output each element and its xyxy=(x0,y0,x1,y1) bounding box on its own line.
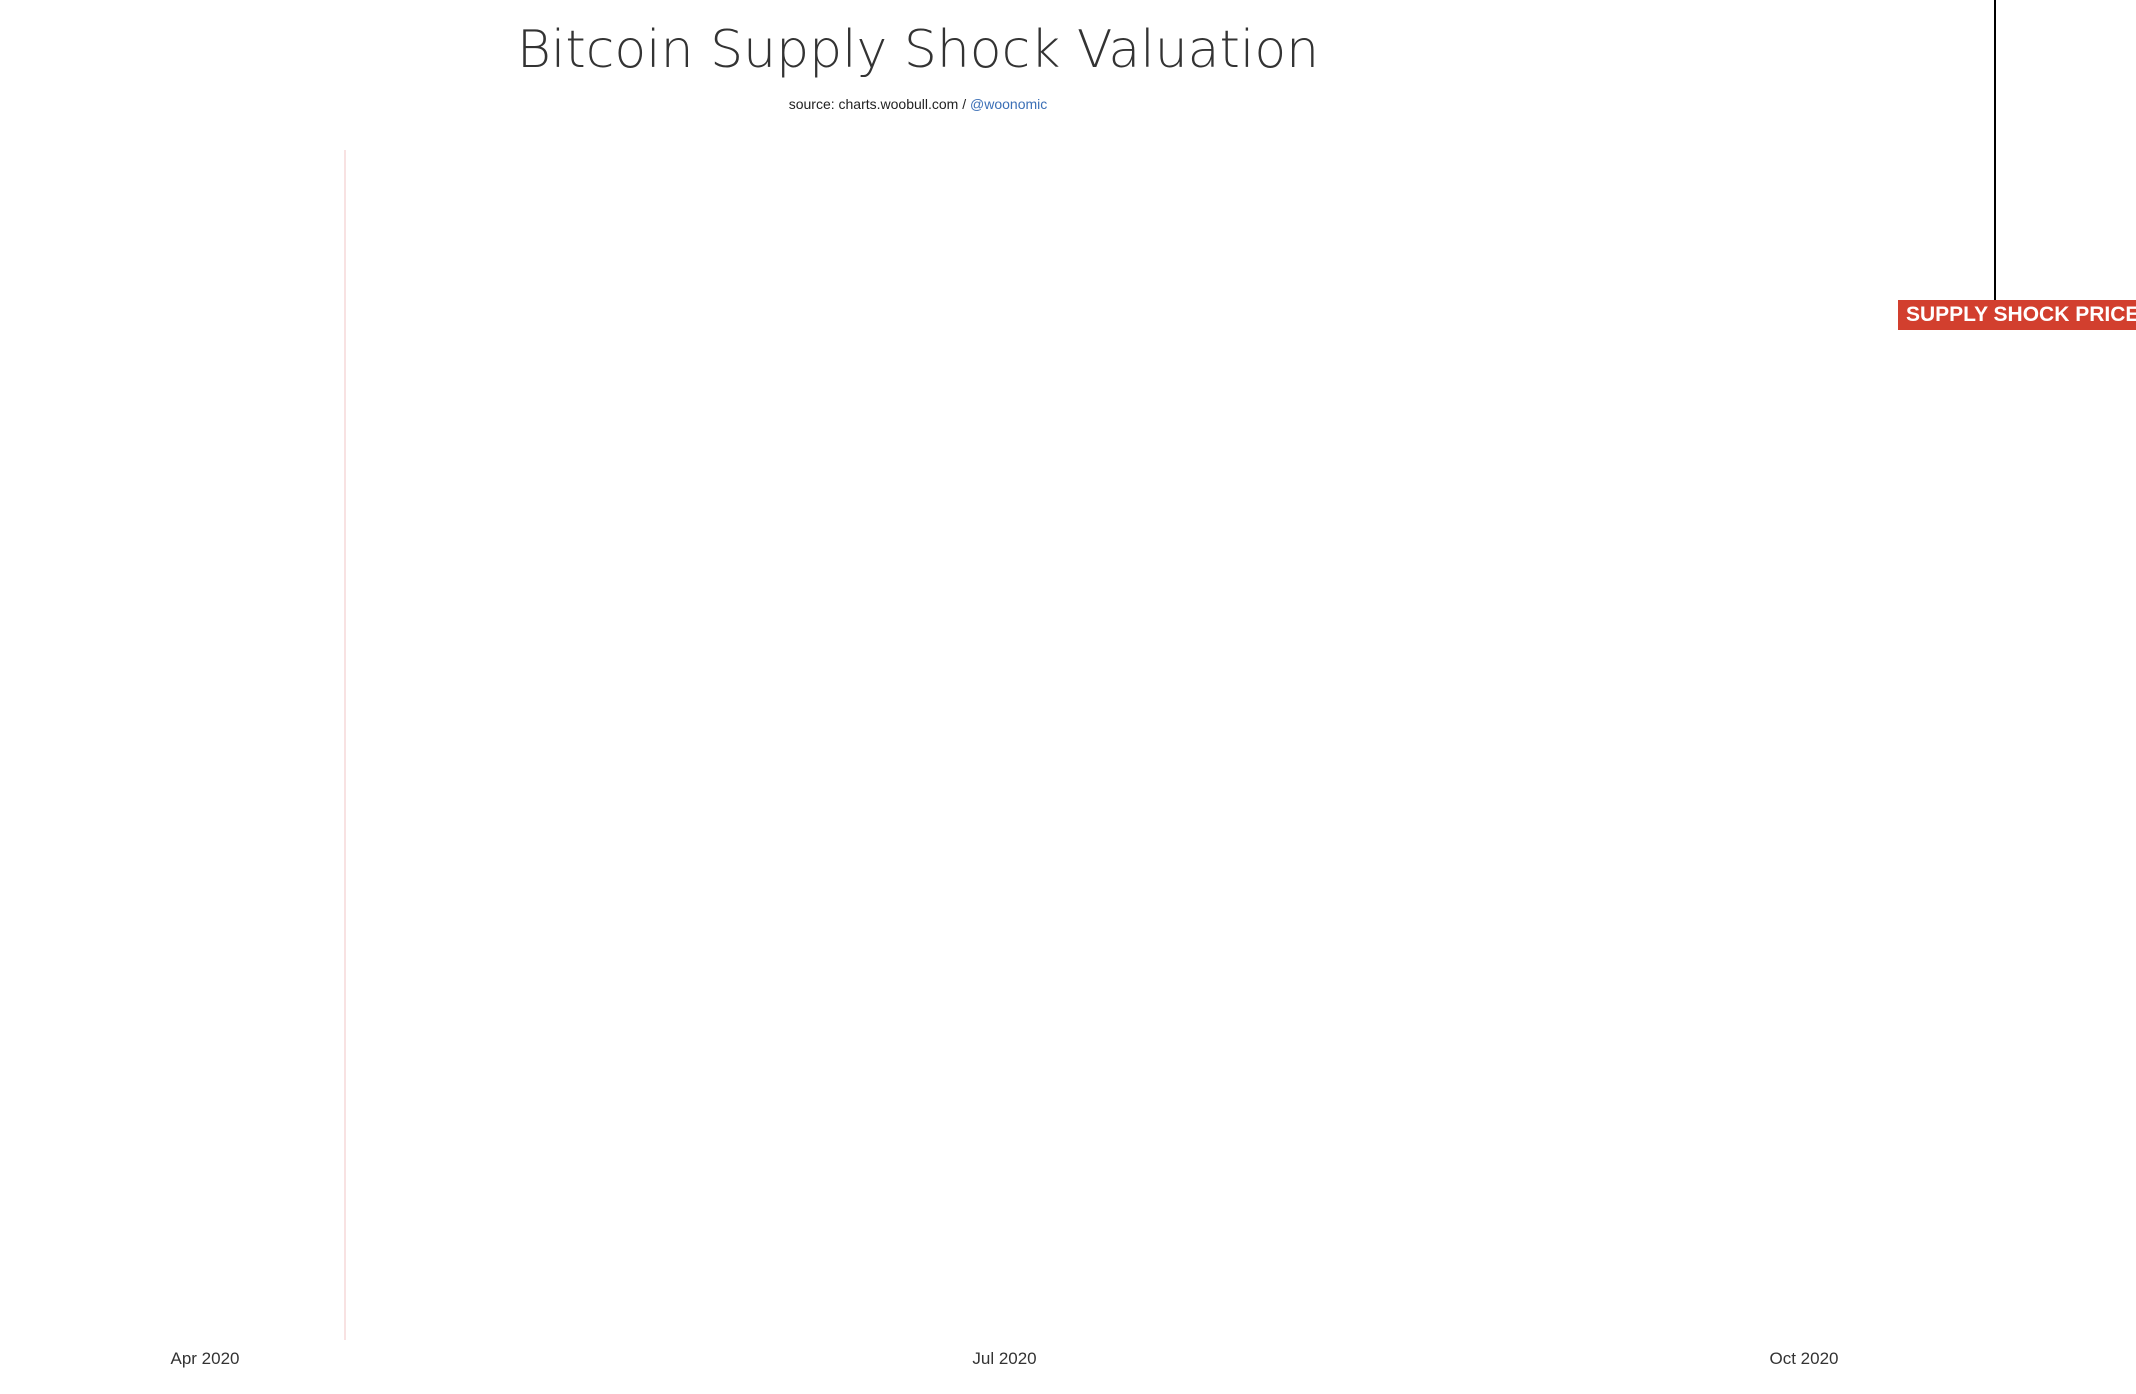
x-tick-label: Apr 2020 xyxy=(171,1349,240,1368)
source-text: source: charts.woobull.com / xyxy=(788,96,971,112)
source-handle-link[interactable]: @woonomic xyxy=(970,96,1048,112)
chart-title: Bitcoin Supply Shock Valuation xyxy=(516,20,1320,80)
chart-source: source: charts.woobull.com / @woonomic xyxy=(0,96,1836,112)
supply-shock-price-badge: SUPPLY SHOCK PRICE xyxy=(1898,300,2136,330)
x-tick-label: Jul 2020 xyxy=(972,1349,1036,1368)
x-tick-label: Oct 2020 xyxy=(1770,1349,1839,1368)
